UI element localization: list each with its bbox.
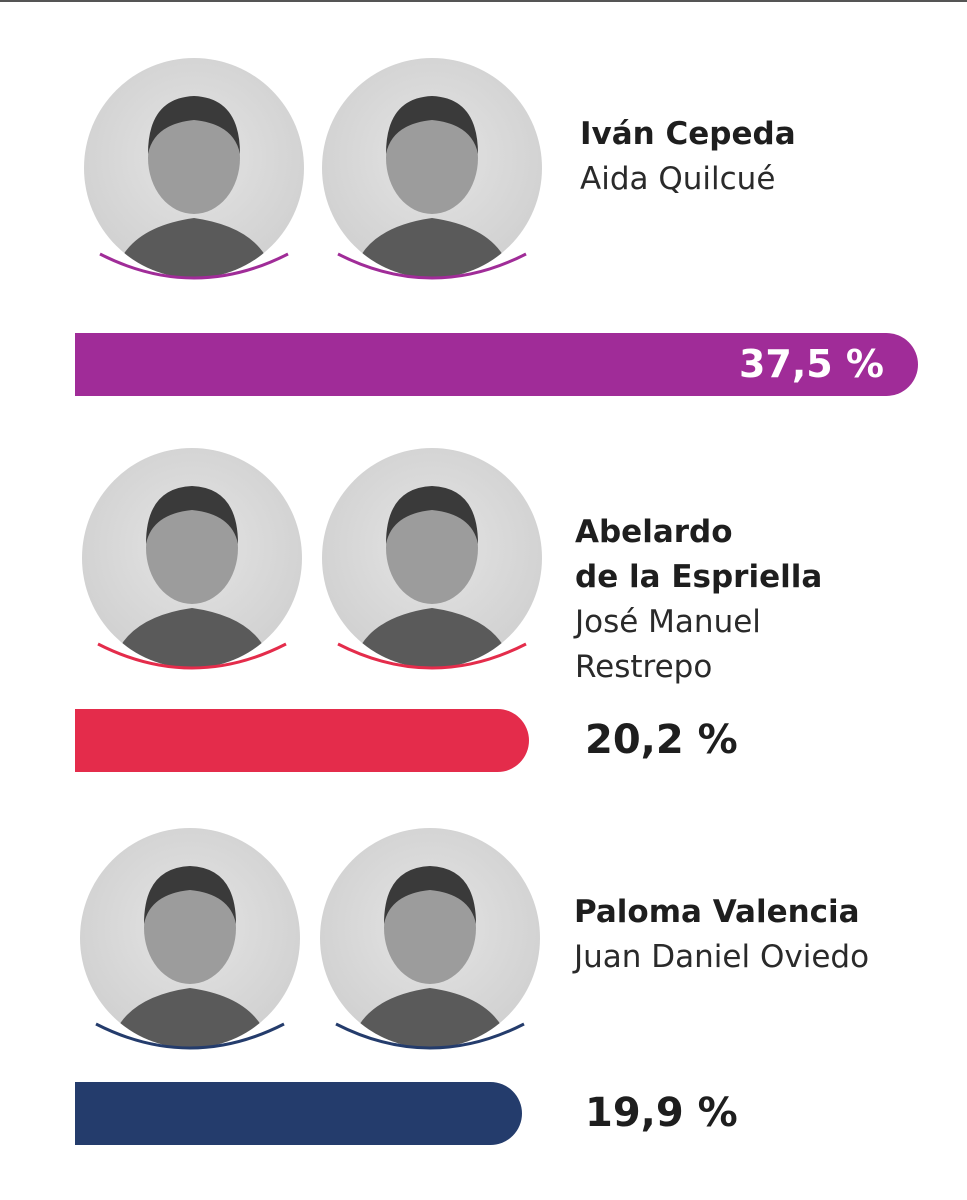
- candidate-portrait-icon: [80, 828, 300, 1048]
- presidential-candidate-line-2: de la Espriella: [575, 559, 823, 595]
- candidate-portrait-icon: [84, 58, 304, 278]
- vice-candidate: Aida Quilcué: [580, 161, 776, 197]
- vice-candidate-line-2: Restrepo: [575, 649, 713, 685]
- vice-candidate: Juan Daniel Oviedo: [574, 939, 870, 975]
- top-rule: [0, 0, 967, 2]
- portrait-arc: [99, 252, 289, 280]
- portrait-silhouette: [112, 486, 272, 668]
- ticket-names: Paloma Valencia Juan Daniel Oviedo: [574, 890, 869, 980]
- candidate-portrait-icon: [322, 448, 542, 668]
- portrait-arc: [97, 642, 287, 670]
- vice-candidate-line-1: José Manuel: [575, 604, 761, 640]
- portrait-silhouette: [350, 866, 510, 1048]
- portrait-arc: [335, 1022, 525, 1050]
- portrait-silhouette: [110, 866, 270, 1048]
- portrait-silhouette: [114, 96, 274, 278]
- candidate-portrait-icon: [320, 828, 540, 1048]
- portrait-silhouette: [352, 486, 512, 668]
- candidate-portrait-icon: [82, 448, 302, 668]
- ticket-names: Abelardo de la Espriella José Manuel Res…: [575, 510, 822, 690]
- bar-value-label: 37,5 %: [738, 342, 884, 386]
- presidential-candidate: Iván Cepeda: [580, 116, 796, 152]
- candidate-portrait-icon: [322, 58, 542, 278]
- presidential-candidate: Paloma Valencia: [574, 894, 860, 930]
- portrait-silhouette: [352, 96, 512, 278]
- presidential-candidate-line-1: Abelardo: [575, 514, 733, 550]
- portrait-arc: [337, 252, 527, 280]
- bar-value-label: 19,9 %: [585, 1090, 738, 1136]
- ticket-names: Iván Cepeda Aida Quilcué: [580, 112, 796, 202]
- bar-value-label: 20,2 %: [585, 717, 738, 763]
- portrait-arc: [95, 1022, 285, 1050]
- bar-mark: [75, 709, 529, 772]
- portrait-arc: [337, 642, 527, 670]
- bar-mark: 37,5 %: [75, 333, 918, 396]
- bar-mark: [75, 1082, 522, 1145]
